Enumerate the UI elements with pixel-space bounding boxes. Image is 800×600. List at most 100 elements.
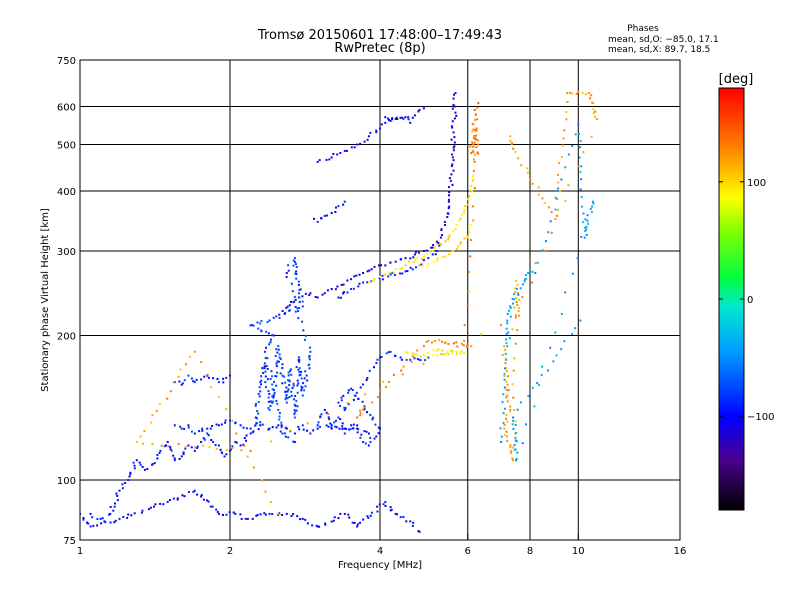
data-point [359,521,361,524]
data-point [301,300,304,303]
data-point [382,503,385,506]
data-point [514,448,517,451]
data-point [151,414,154,417]
data-point [267,396,270,399]
data-point [113,505,116,508]
data-point [320,217,323,220]
data-point [476,151,479,154]
data-point [450,173,453,176]
data-point [231,446,234,449]
data-point [302,428,305,431]
data-point [525,423,527,426]
data-point [89,512,92,515]
data-point [579,140,582,143]
data-point [318,159,321,162]
data-point [512,147,515,150]
data-point [297,382,300,385]
data-point [511,383,514,386]
data-point [475,146,478,149]
data-point [549,220,552,223]
data-point [473,109,476,111]
data-point [402,516,405,518]
data-point [263,350,266,353]
data-point [437,348,440,351]
data-point [172,454,175,457]
data-point [399,356,402,359]
data-point [115,492,118,495]
data-point [273,380,275,383]
data-point [444,240,447,243]
data-point [373,366,375,369]
data-point [503,372,506,375]
data-point [540,373,543,376]
data-point [477,143,480,146]
data-point [523,280,526,283]
data-point [151,463,154,465]
data-point [509,305,512,308]
data-point [590,210,593,213]
data-point [210,439,213,441]
data-point [380,123,383,126]
data-point [376,358,379,361]
y-tick-label: 75 [63,536,76,547]
data-point [257,412,260,415]
data-point [295,277,298,280]
data-point [364,393,367,396]
data-point [153,505,155,508]
data-point [293,398,296,401]
data-point [389,506,392,509]
data-point [281,382,284,385]
data-point [471,123,474,126]
data-point [365,430,368,433]
data-point [257,401,260,403]
data-point [549,346,552,349]
data-point [425,340,428,343]
data-point [225,449,228,451]
data-point [316,296,319,299]
data-point [156,454,159,456]
data-point [252,324,255,327]
data-point [384,121,387,124]
data-point [271,395,274,398]
data-point [249,324,252,327]
data-point [269,405,272,407]
data-point [240,517,243,520]
data-point [304,385,307,388]
data-point [347,513,350,516]
data-point [285,401,288,404]
data-point [306,422,309,425]
data-point [334,211,337,213]
data-point [468,195,471,198]
data-point [222,514,224,516]
data-point [466,236,469,239]
data-point [228,511,231,514]
data-point [332,153,335,155]
data-point [260,330,263,333]
data-point [435,250,438,252]
data-point [473,118,476,121]
data-point [457,245,460,248]
chart-title: Tromsø 20150601 17:48:00–17:49:43 [257,28,502,43]
data-point [447,253,450,256]
data-point [127,479,130,481]
data-point [387,117,390,120]
data-point [578,133,580,135]
data-point [418,530,421,533]
data-point [158,402,161,405]
data-point [283,375,286,378]
data-point [387,275,390,278]
data-point [316,525,319,528]
data-point [586,214,589,217]
data-point [80,512,81,515]
phase-info-heading: Phases [627,24,659,34]
data-point [286,397,289,400]
data-point [392,373,395,376]
data-point [516,283,519,286]
data-point [302,382,305,385]
data-point [114,502,116,505]
data-point [339,405,341,407]
data-point [505,417,507,420]
data-point [560,348,563,351]
data-point [557,181,560,184]
data-point [306,379,309,382]
